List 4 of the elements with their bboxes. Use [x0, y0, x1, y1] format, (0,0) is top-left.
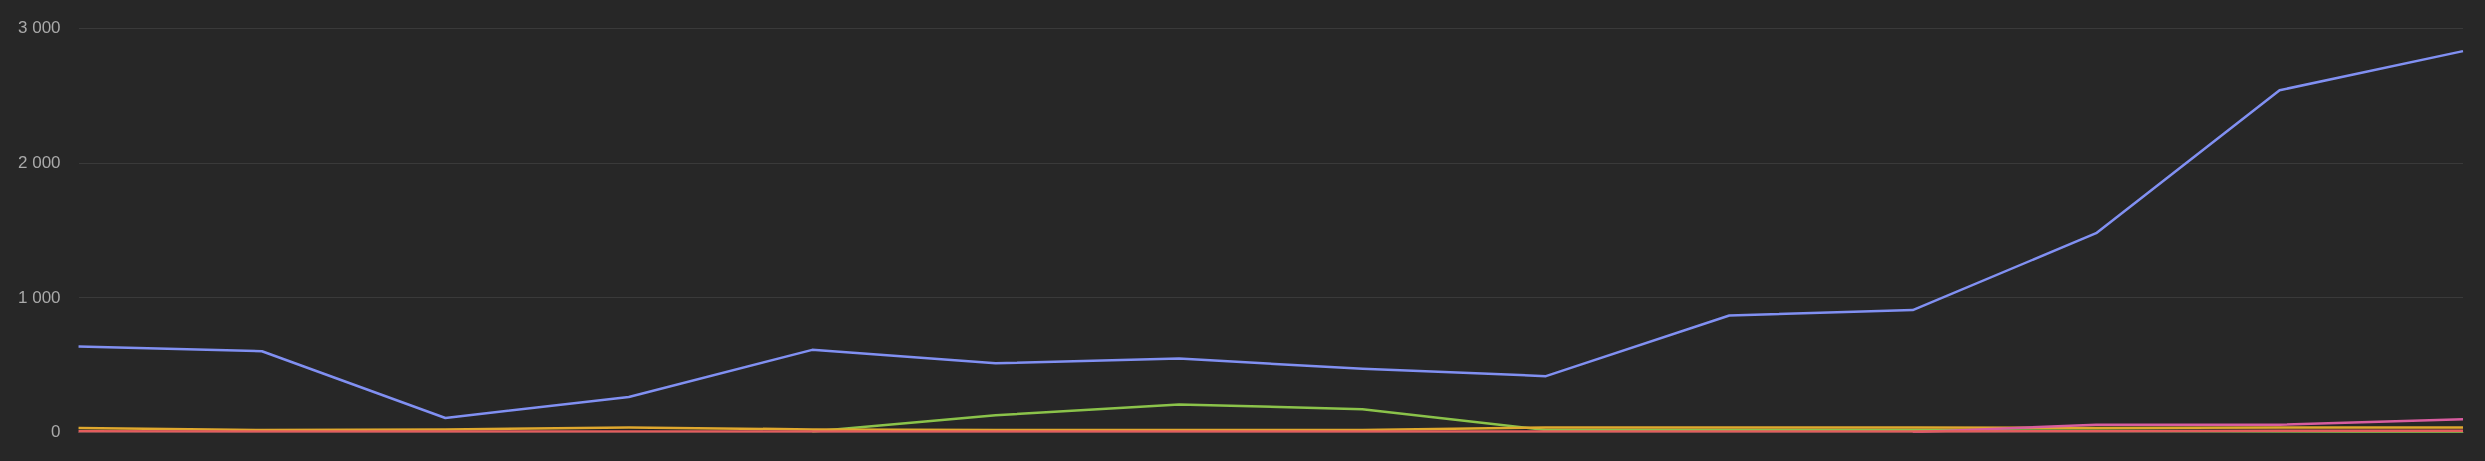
- y-tick-label: 0: [51, 422, 61, 442]
- y-tick-label: 1 000: [17, 287, 61, 307]
- y-tick-label: 3 000: [17, 17, 61, 37]
- y-tick-label: 2 000: [17, 152, 61, 172]
